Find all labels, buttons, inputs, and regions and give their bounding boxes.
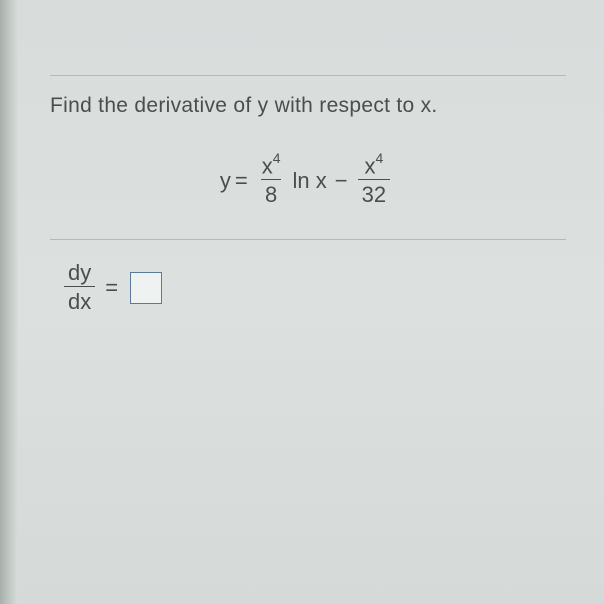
equation-display: y = x4 8 ln x − x4 32 (50, 153, 566, 209)
answer-input-box[interactable] (130, 272, 162, 304)
term1-denominator: 8 (261, 179, 281, 208)
minus-sign: − (335, 168, 348, 194)
fraction-term1: x4 8 (258, 153, 285, 209)
problem-content: Find the derivative of y with respect to… (0, 0, 604, 315)
equals-sign: = (235, 168, 248, 194)
fraction-term2: x4 32 (358, 153, 390, 209)
answer-equals: = (105, 275, 118, 301)
dy-dx-fraction: dy dx (64, 262, 95, 315)
middle-divider (50, 239, 566, 240)
term2-base: x (364, 153, 375, 178)
ln-x-text: ln x (293, 168, 327, 194)
dy-numerator: dy (64, 262, 95, 286)
term2-numerator: x4 (360, 153, 387, 179)
answer-row: dy dx = (50, 262, 566, 315)
instruction-text: Find the derivative of y with respect to… (50, 94, 566, 118)
term1-numerator: x4 (258, 153, 285, 179)
term2-denominator: 32 (358, 179, 390, 208)
term1-exponent: 4 (273, 150, 281, 166)
equation-lhs: y (220, 168, 231, 194)
top-divider (50, 75, 566, 76)
page-binding-edge (0, 0, 18, 604)
term1-base: x (262, 153, 273, 178)
term2-exponent: 4 (375, 150, 383, 166)
dx-denominator: dx (64, 286, 95, 315)
